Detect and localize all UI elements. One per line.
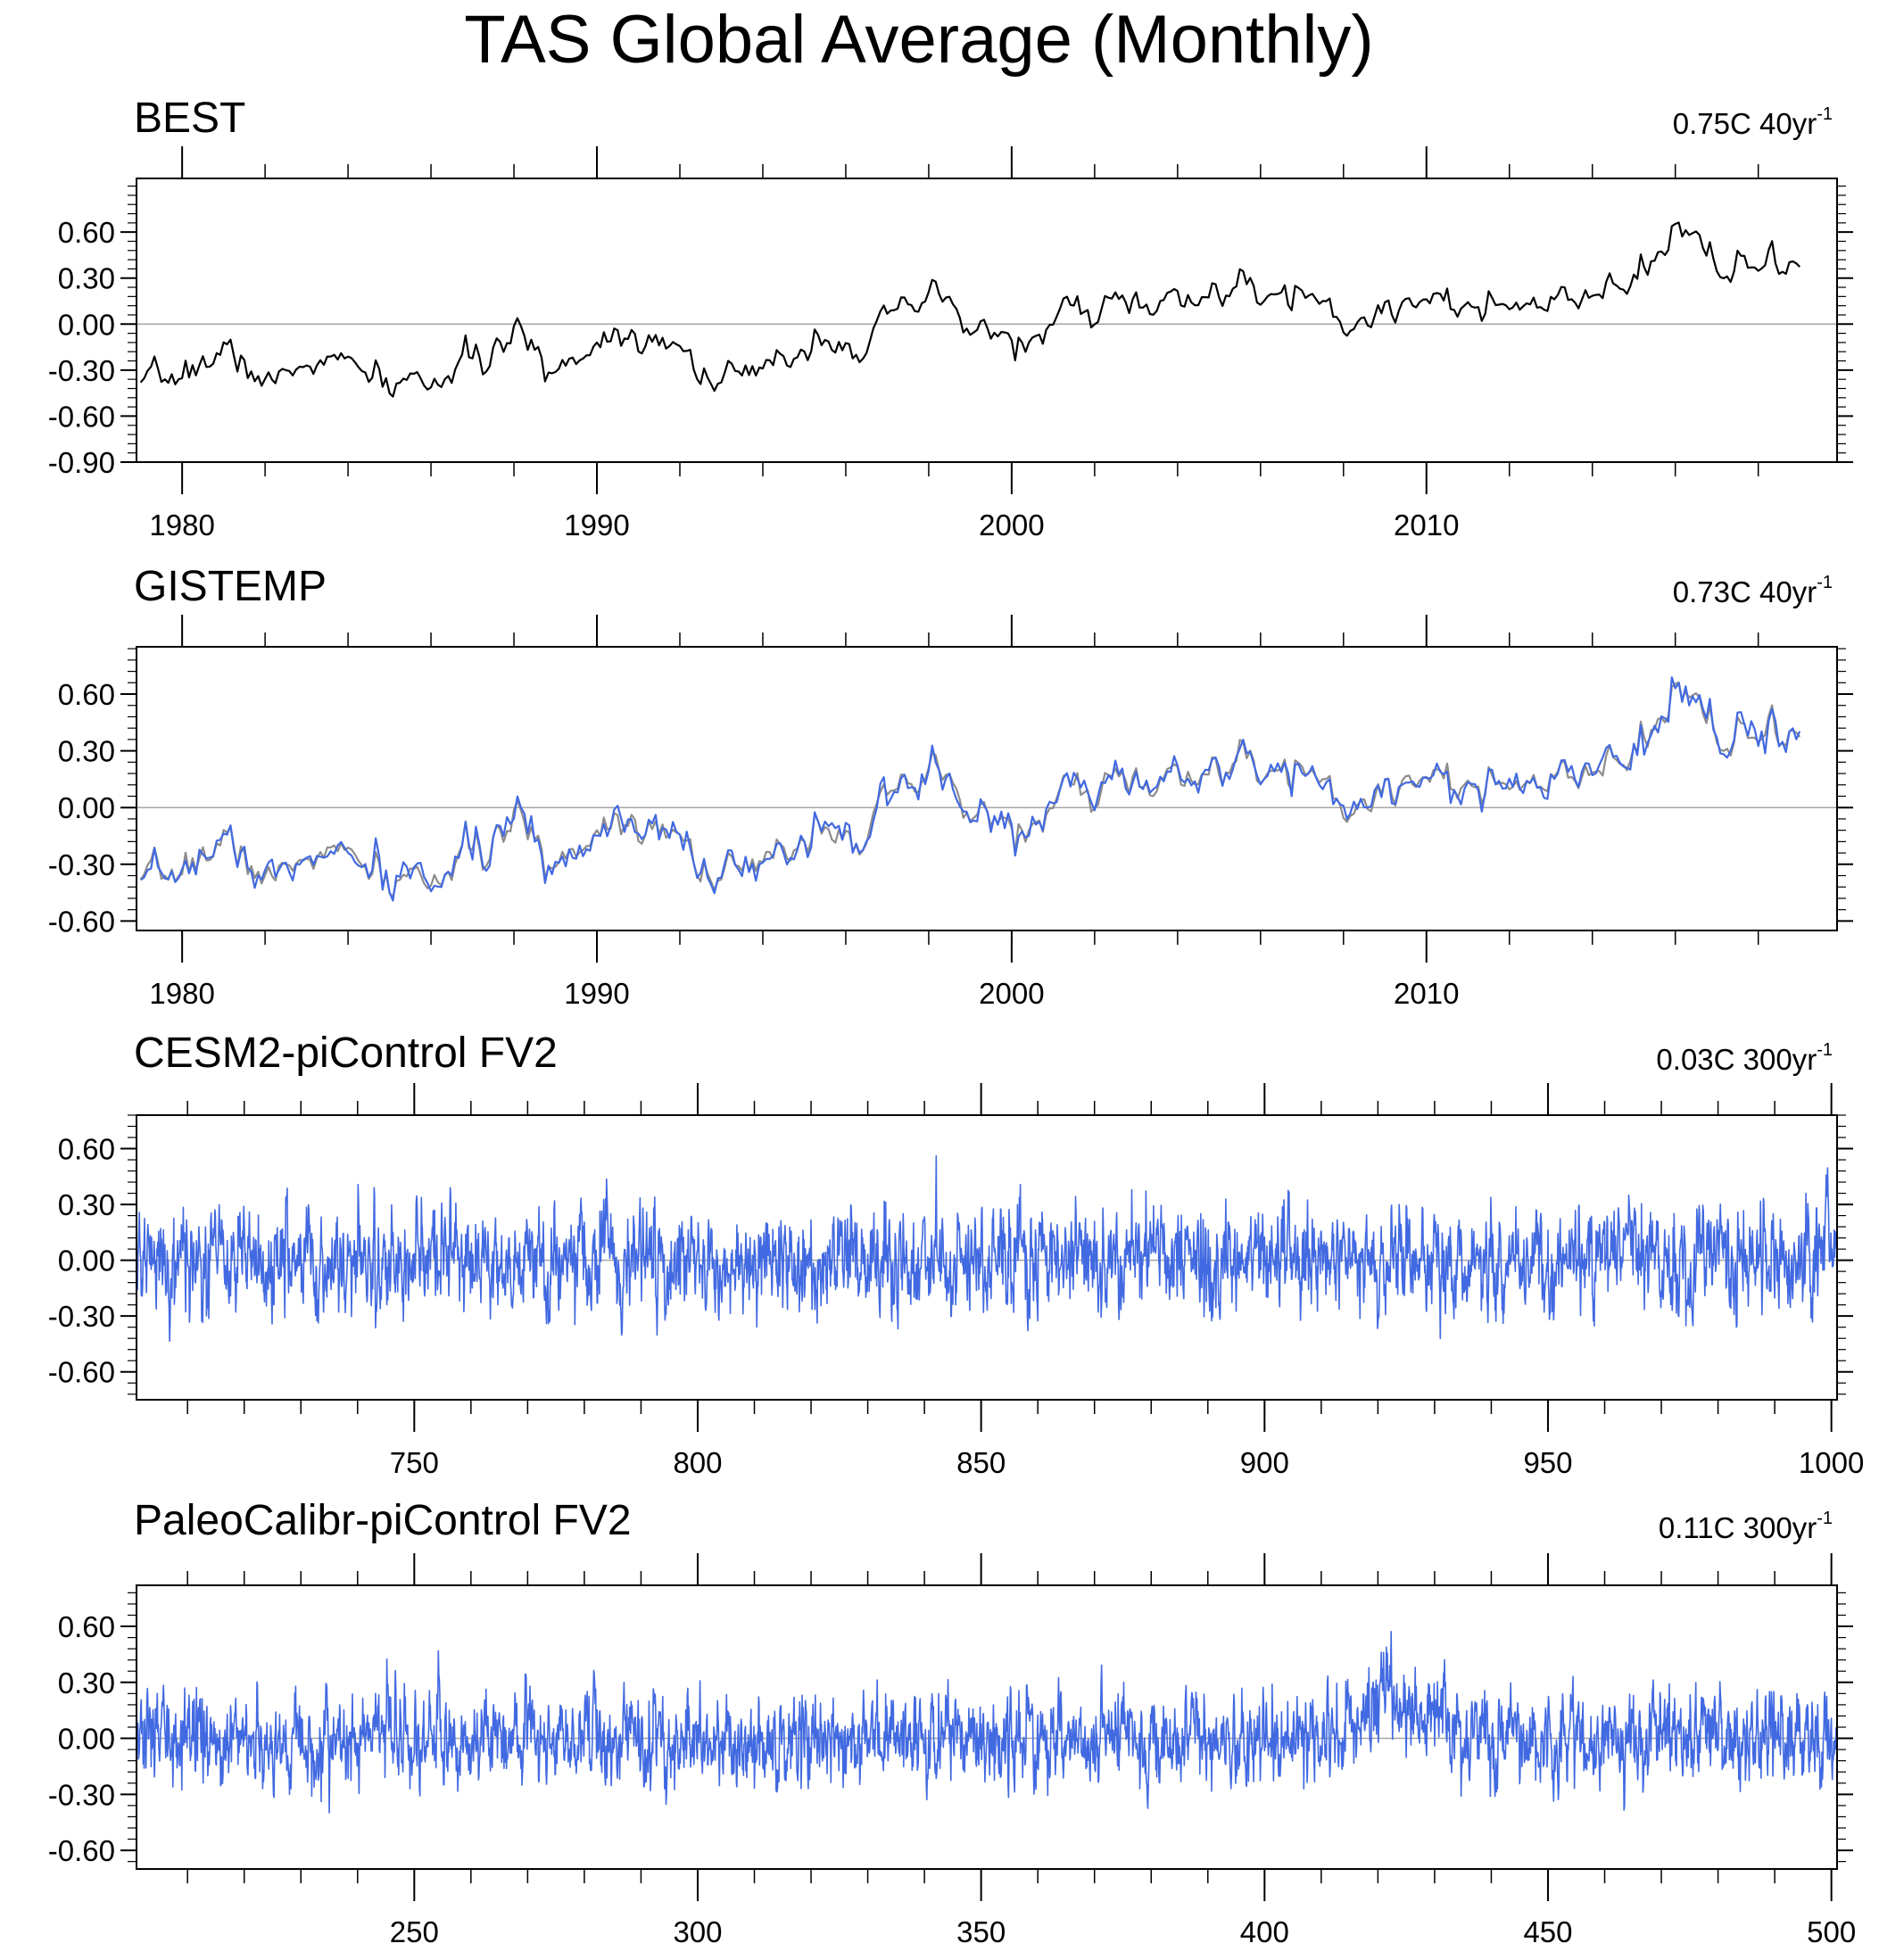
chart-panel-0: 1980 1990 2000 2010 0.60 0.30 0.00 -0.30 -0.60 -0… (48, 146, 1853, 542)
panel-title-paleocalibr: PaleoCalibr-piControl FV2 (134, 1497, 632, 1544)
x-tick-label: 1990 (564, 509, 629, 542)
y-tick-label: 0.30 (58, 1188, 115, 1221)
y-tick-label: -0.60 (48, 400, 115, 433)
x-tick-label: 2010 (1394, 977, 1459, 1010)
trend-label-paleocalibr: 0.11C 300yr-1 (1658, 1509, 1833, 1544)
y-tick-label: 0.30 (58, 262, 115, 295)
panel-title-best: BEST (134, 95, 246, 142)
chart-panel-2: 750 800 850 900 950 1000 0.60 0.30 0.00 -0.30 -0.6… (48, 1083, 1864, 1479)
trend-label-cesm2: 0.03C 300yr-1 (1656, 1040, 1833, 1076)
trend-label-gistemp: 0.73C 40yr-1 (1672, 573, 1833, 608)
y-tick-label: -0.60 (48, 1834, 115, 1867)
y-tick-label: 0.60 (58, 216, 115, 249)
x-tick-label: 2010 (1394, 509, 1459, 542)
plot-frame (136, 1114, 1838, 1401)
y-tick-label: -0.30 (48, 848, 115, 881)
y-tick-label: 0.60 (58, 1133, 115, 1166)
plot-frame (136, 646, 1838, 931)
data-line-best-reference- (139, 681, 1801, 898)
panel-title-cesm2: CESM2-piControl FV2 (134, 1030, 558, 1077)
x-tick-label: 450 (1523, 1915, 1572, 1948)
y-tick-label: -0.30 (48, 1300, 115, 1333)
x-tick-label: 800 (673, 1446, 722, 1479)
x-tick-label: 1980 (149, 977, 214, 1010)
x-tick-label: 300 (673, 1915, 722, 1948)
data-line-paleocalibr-picontrol-fv2 (136, 1631, 1838, 1814)
y-tick-label: 0.00 (58, 1245, 115, 1278)
y-tick-label: -0.60 (48, 905, 115, 938)
x-tick-label: 900 (1240, 1446, 1289, 1479)
plot-frame (136, 178, 1838, 463)
trend-label-best: 0.75C 40yr-1 (1672, 104, 1833, 140)
y-tick-label: 0.60 (58, 678, 115, 711)
y-tick-label: -0.30 (48, 354, 115, 387)
y-tick-label: 0.00 (58, 308, 115, 341)
x-tick-label: 750 (390, 1446, 439, 1479)
y-tick-label: 0.00 (58, 791, 115, 824)
figure-title: TAS Global Average (Monthly) (464, 2, 1374, 78)
x-tick-label: 500 (1807, 1915, 1856, 1948)
panel-title-gistemp: GISTEMP (134, 563, 327, 610)
y-tick-label: 0.00 (58, 1723, 115, 1756)
y-tick-label: -0.30 (48, 1778, 115, 1811)
x-tick-label: 400 (1240, 1915, 1289, 1948)
x-tick-label: 950 (1523, 1446, 1572, 1479)
data-line-gistemp (139, 676, 1801, 902)
y-tick-label: 0.60 (58, 1610, 115, 1643)
data-line-best (139, 221, 1800, 398)
x-tick-label: 250 (390, 1915, 439, 1948)
x-tick-label: 2000 (979, 977, 1044, 1010)
x-tick-label: 2000 (979, 509, 1044, 542)
chart-panel-1: 1980 1990 2000 2010 0.60 0.30 0.00 -0.30 -0.60 (48, 615, 1853, 1010)
x-tick-label: 350 (956, 1915, 1006, 1948)
y-tick-label: -0.60 (48, 1356, 115, 1389)
data-line-cesm2-picontrol-fv2 (136, 1154, 1838, 1343)
x-tick-label: 1990 (564, 977, 629, 1010)
x-tick-label: 850 (956, 1446, 1006, 1479)
chart-panel-3: 250 300 350 400 450 500 0.60 0.30 0.00 -0.30 -0.60 (48, 1553, 1856, 1948)
y-tick-label: 0.30 (58, 1666, 115, 1699)
x-tick-label: 1980 (149, 509, 214, 542)
y-tick-label: -0.90 (48, 446, 115, 479)
y-tick-label: 0.30 (58, 735, 115, 768)
x-tick-label: 1000 (1799, 1446, 1864, 1479)
